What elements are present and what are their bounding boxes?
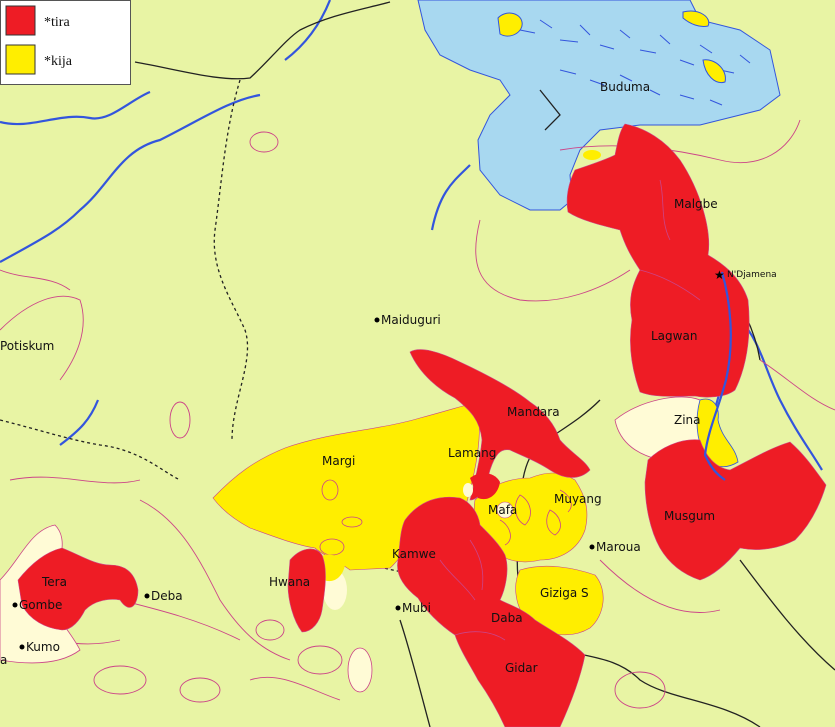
label-mandara: Mandara bbox=[507, 405, 560, 419]
admin-small-loops bbox=[93, 131, 666, 709]
lake-island-yellow-1 bbox=[497, 12, 523, 37]
city-kumo: Kumo bbox=[26, 640, 60, 654]
legend-label-tira: *tira bbox=[44, 15, 70, 30]
region-mafa-kamwe bbox=[397, 496, 586, 727]
city-potiskum: Potiskum bbox=[0, 339, 54, 353]
pale-hole-mafa bbox=[496, 501, 514, 519]
city-mubi: Mubi bbox=[402, 601, 431, 615]
region-mandara-arm bbox=[409, 349, 591, 501]
label-tera: Tera bbox=[41, 575, 67, 589]
language-labels: Buduma Malgbe Lagwan Mandara Zina Lamang… bbox=[41, 80, 718, 675]
edge-label-fragment: a bbox=[0, 653, 7, 667]
city-ndjamena: N'Djamena bbox=[727, 270, 777, 280]
region-malgbe-lagwan bbox=[566, 123, 750, 398]
label-kamwe: Kamwe bbox=[392, 547, 436, 561]
lake-island-yellow-4 bbox=[583, 150, 601, 160]
region-musgum bbox=[644, 439, 827, 581]
city-maroua: Maroua bbox=[596, 540, 641, 554]
label-mafa: Mafa bbox=[488, 503, 517, 517]
city-marker-ndjamena-star-icon: ★ bbox=[714, 268, 725, 282]
label-gidar: Gidar bbox=[505, 661, 538, 675]
label-margi: Margi bbox=[322, 454, 355, 468]
city-dot-deba bbox=[144, 593, 150, 599]
city-dot-maiduguri bbox=[374, 317, 380, 323]
label-giziga-s: Giziga S bbox=[540, 586, 589, 600]
legend: *tira *kija bbox=[0, 0, 131, 85]
muyang-loops bbox=[499, 489, 572, 546]
pale-hole-kamwe bbox=[463, 483, 473, 497]
label-musgum: Musgum bbox=[664, 509, 715, 523]
lake-island-yellow-2 bbox=[682, 10, 710, 27]
label-malgbe: Malgbe bbox=[674, 197, 718, 211]
admin-region-lines bbox=[0, 119, 835, 701]
city-dot-maroua bbox=[589, 544, 595, 550]
river-chari bbox=[703, 271, 732, 481]
city-dot-kumo bbox=[19, 644, 25, 650]
legend-swatch-kija bbox=[5, 44, 36, 75]
label-hwana: Hwana bbox=[269, 575, 310, 589]
label-muyang: Muyang bbox=[554, 492, 602, 506]
label-lagwan: Lagwan bbox=[651, 329, 697, 343]
label-daba: Daba bbox=[491, 611, 523, 625]
red-region-internal-lines bbox=[439, 179, 701, 641]
label-buduma: Buduma bbox=[600, 80, 650, 94]
cities: ★ N'Djamena Maiduguri Potiskum Maroua De… bbox=[0, 268, 777, 667]
city-dot-gombe bbox=[12, 602, 18, 608]
legend-swatch-tira bbox=[5, 5, 36, 36]
region-lamang-patch bbox=[470, 473, 500, 500]
city-maiduguri: Maiduguri bbox=[381, 313, 441, 327]
lake-island-yellow-3 bbox=[702, 59, 726, 84]
region-tera bbox=[17, 547, 139, 631]
pale-area-mubi bbox=[347, 647, 373, 693]
city-deba: Deba bbox=[151, 589, 183, 603]
label-lamang: Lamang bbox=[448, 446, 496, 460]
city-gombe: Gombe bbox=[19, 598, 62, 612]
label-zina: Zina bbox=[674, 413, 701, 427]
region-hwana bbox=[287, 548, 326, 633]
legend-label-kija: *kija bbox=[44, 54, 73, 69]
city-dot-mubi bbox=[395, 605, 401, 611]
